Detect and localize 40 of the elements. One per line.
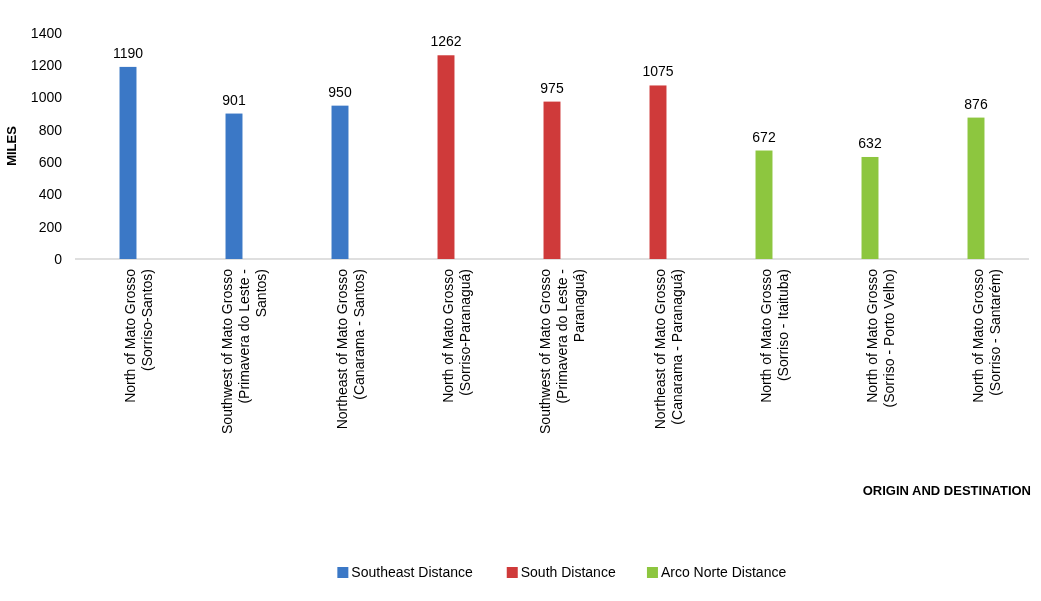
data-label: 1075	[642, 63, 674, 80]
data-label: 1262	[430, 33, 462, 50]
data-label: 1190	[112, 44, 144, 61]
x-tick-label: Southwest of Mato Grosso (Primavera do Leste - Paranaguá)	[537, 268, 587, 434]
legend-label: Arco Norte Distance	[660, 564, 787, 580]
legend-label: South Distance	[520, 564, 616, 580]
bar	[225, 113, 243, 259]
x-tick-label: North of Mato Grosso (Sorriso-Santos)	[121, 268, 155, 403]
y-tick-label: 200	[38, 218, 63, 235]
y-tick-label: 600	[38, 154, 63, 171]
data-label: 950	[328, 83, 352, 100]
legend-label: Southeast Distance	[351, 564, 473, 580]
y-tick-label: 0	[54, 250, 63, 267]
data-label: 632	[858, 134, 882, 151]
data-label: 672	[752, 128, 776, 145]
data-label: 901	[222, 91, 246, 108]
y-tick-label: 1000	[30, 89, 63, 106]
x-tick-label: North of Mato Grosso (Sorriso - Porto Velho)	[863, 268, 897, 408]
x-tick-label: Northeast of Mato Grosso (Canarama - Paranaguá)	[651, 268, 685, 430]
y-axis-title: MILES	[4, 125, 19, 166]
data-label: 876	[964, 95, 988, 112]
x-axis-title: ORIGIN AND DESTINATION	[862, 483, 1031, 498]
bar	[967, 117, 985, 259]
y-tick-label: 800	[38, 121, 63, 138]
data-label: 975	[540, 79, 564, 96]
x-tick-label: North of Mato Grosso (Sorriso - Itaituba)	[757, 268, 791, 403]
bar	[861, 156, 879, 259]
bar	[119, 66, 137, 259]
x-tick-label: Southwest of Mato Grosso (Primavera do Leste - Santos)	[219, 268, 269, 434]
y-tick-label: 1200	[30, 57, 63, 74]
x-tick-label: Northeast of Mato Grosso (Canarama - Santos)	[333, 268, 367, 430]
x-tick-label: North of Mato Grosso (Sorriso-Paranaguá)	[439, 268, 473, 403]
bar	[437, 55, 455, 259]
bar	[649, 85, 667, 259]
bar	[331, 105, 349, 259]
bar	[543, 101, 561, 259]
y-tick-label: 400	[38, 186, 63, 203]
bar	[755, 150, 773, 259]
x-tick-label: North of Mato Grosso (Sorriso - Santarém)	[969, 268, 1003, 403]
y-tick-label: 1400	[30, 24, 63, 41]
